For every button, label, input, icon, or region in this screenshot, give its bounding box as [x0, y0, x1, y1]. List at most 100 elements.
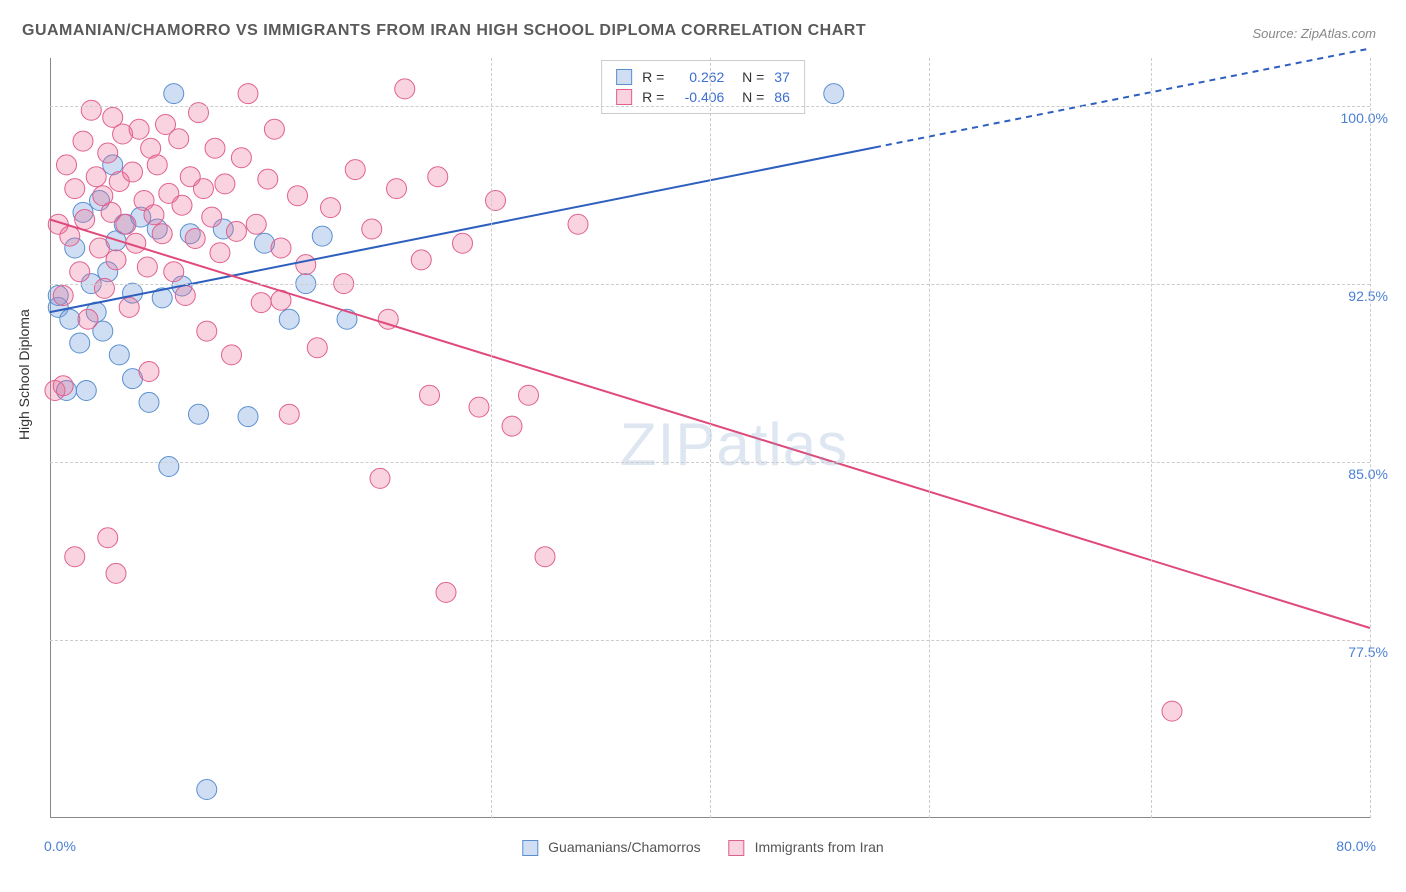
data-point: [152, 224, 172, 244]
data-point: [70, 262, 90, 282]
data-point: [296, 255, 316, 275]
data-point: [78, 309, 98, 329]
trend-line-dashed: [875, 49, 1370, 148]
data-point: [94, 278, 114, 298]
grid-line-v: [1151, 58, 1152, 818]
data-point: [264, 119, 284, 139]
legend-r-value-1: -0.406: [674, 89, 724, 105]
data-point: [453, 233, 473, 253]
data-point: [202, 207, 222, 227]
data-point: [90, 238, 110, 258]
data-point: [169, 129, 189, 149]
legend-bottom: Guamanians/Chamorros Immigrants from Ira…: [522, 839, 883, 856]
data-point: [98, 143, 118, 163]
data-point: [238, 84, 258, 104]
data-point: [144, 205, 164, 225]
data-point: [147, 155, 167, 175]
data-point: [98, 528, 118, 548]
data-point: [53, 376, 73, 396]
data-point: [189, 404, 209, 424]
legend-row-0: R = 0.262 N = 37: [616, 67, 790, 87]
data-point: [139, 362, 159, 382]
grid-line-v: [491, 58, 492, 818]
chart-title: GUAMANIAN/CHAMORRO VS IMMIGRANTS FROM IR…: [22, 22, 866, 40]
data-point: [222, 345, 242, 365]
y-tick-label: 77.5%: [1348, 644, 1388, 660]
data-point: [1162, 701, 1182, 721]
data-point: [81, 100, 101, 120]
data-point: [535, 547, 555, 567]
legend-n-label-1: N =: [734, 89, 764, 105]
data-point: [436, 582, 456, 602]
y-tick-label: 100.0%: [1341, 110, 1388, 126]
data-point: [119, 297, 139, 317]
grid-line-v: [1370, 58, 1371, 818]
data-point: [279, 309, 299, 329]
data-point: [226, 221, 246, 241]
legend-r-label-1: R =: [642, 89, 664, 105]
data-point: [73, 131, 93, 151]
legend-n-value-0: 37: [774, 69, 790, 85]
data-point: [251, 293, 271, 313]
chart-source: Source: ZipAtlas.com: [1252, 26, 1376, 41]
data-point: [197, 321, 217, 341]
x-min-label: 0.0%: [44, 838, 76, 854]
data-point: [65, 179, 85, 199]
legend-bottom-swatch-1: [729, 840, 745, 856]
legend-bottom-item-0: Guamanians/Chamorros: [522, 839, 700, 856]
data-point: [321, 198, 341, 218]
legend-bottom-label-0: Guamanians/Chamorros: [548, 839, 701, 855]
grid-line-v: [710, 58, 711, 818]
data-point: [193, 179, 213, 199]
data-point: [57, 155, 77, 175]
data-point: [75, 210, 95, 230]
data-point: [53, 286, 73, 306]
y-axis-label: High School Diploma: [16, 309, 32, 440]
data-point: [137, 257, 157, 277]
data-point: [70, 333, 90, 353]
data-point: [60, 226, 80, 246]
data-point: [215, 174, 235, 194]
legend-swatch-0: [616, 69, 632, 85]
y-tick-label: 85.0%: [1348, 466, 1388, 482]
data-point: [411, 250, 431, 270]
data-point: [139, 392, 159, 412]
data-point: [387, 179, 407, 199]
legend-r-value-0: 0.262: [674, 69, 724, 85]
data-point: [312, 226, 332, 246]
data-point: [824, 84, 844, 104]
data-point: [210, 243, 230, 263]
data-point: [395, 79, 415, 99]
legend-n-value-1: 86: [774, 89, 790, 105]
legend-r-label-0: R =: [642, 69, 664, 85]
legend-bottom-swatch-0: [522, 840, 538, 856]
data-point: [185, 229, 205, 249]
data-point: [159, 457, 179, 477]
data-point: [307, 338, 327, 358]
data-point: [428, 167, 448, 187]
data-point: [164, 262, 184, 282]
data-point: [271, 238, 291, 258]
data-point: [109, 345, 129, 365]
data-point: [197, 780, 217, 800]
data-point: [246, 214, 266, 234]
data-point: [288, 186, 308, 206]
data-point: [345, 160, 365, 180]
data-point: [60, 309, 80, 329]
data-point: [362, 219, 382, 239]
data-point: [486, 191, 506, 211]
data-point: [106, 250, 126, 270]
data-point: [231, 148, 251, 168]
data-point: [205, 138, 225, 158]
data-point: [568, 214, 588, 234]
grid-line-v: [929, 58, 930, 818]
y-tick-label: 92.5%: [1348, 288, 1388, 304]
data-point: [106, 563, 126, 583]
data-point: [129, 119, 149, 139]
trend-line: [50, 147, 875, 312]
data-point: [116, 214, 136, 234]
data-point: [76, 381, 96, 401]
data-point: [164, 84, 184, 104]
data-point: [519, 385, 539, 405]
legend-bottom-item-1: Immigrants from Iran: [729, 839, 884, 856]
